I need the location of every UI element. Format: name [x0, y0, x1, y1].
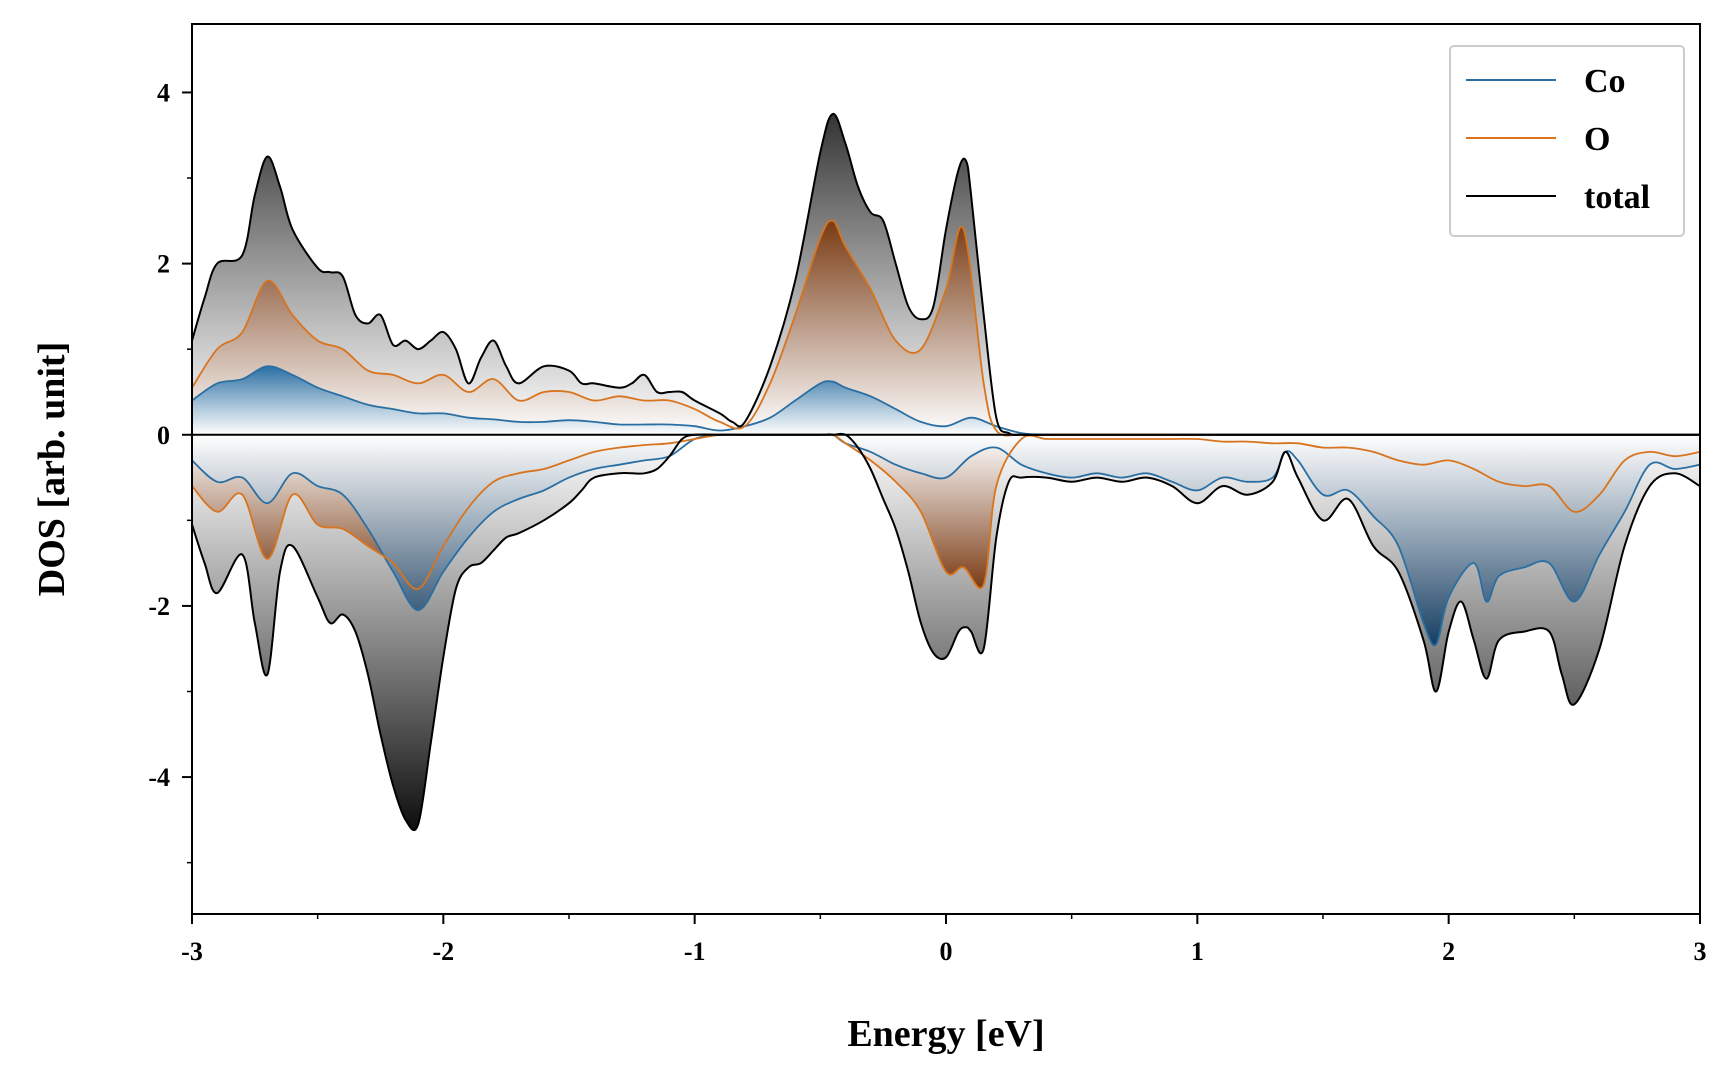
x-tick-label: 1 — [1191, 937, 1204, 966]
x-tick-label: -1 — [684, 937, 706, 966]
y-axis-title: DOS [arb. unit] — [31, 342, 73, 596]
fill-total-up — [192, 113, 1700, 435]
fill-co-up — [192, 366, 1700, 435]
x-tick-label: 3 — [1694, 937, 1707, 966]
fill-co-down — [192, 434, 1700, 646]
line-co-down — [191, 433, 1701, 647]
fill-o-down — [192, 434, 1700, 590]
y-tick-label: 0 — [157, 421, 170, 450]
y-tick-label: 2 — [157, 250, 170, 279]
legend-label-total: total — [1584, 179, 1650, 216]
y-tick-label: -2 — [148, 592, 170, 621]
x-tick-label: 2 — [1442, 937, 1455, 966]
y-tick-label: 4 — [157, 78, 170, 107]
legend-label-o: O — [1584, 121, 1610, 158]
x-axis: -3 -2 -1 0 1 2 3 — [181, 914, 1707, 966]
legend-box — [1449, 45, 1685, 237]
y-tick-label: -4 — [148, 763, 170, 792]
fill-total-down — [192, 433, 1700, 831]
series-lines — [191, 112, 1701, 832]
x-tick-label: 0 — [940, 937, 953, 966]
area-fills — [192, 113, 1700, 831]
x-tick-label: -3 — [181, 937, 203, 966]
x-tick-label: -2 — [432, 937, 454, 966]
x-axis-title: Energy [eV] — [847, 1013, 1044, 1055]
line-o-down — [191, 433, 1701, 590]
legend-label-co: Co — [1584, 63, 1626, 100]
y-axis: 4 2 0 -2 -4 — [148, 78, 192, 864]
line-total-down — [191, 432, 1701, 832]
fill-o-up — [192, 220, 1700, 436]
